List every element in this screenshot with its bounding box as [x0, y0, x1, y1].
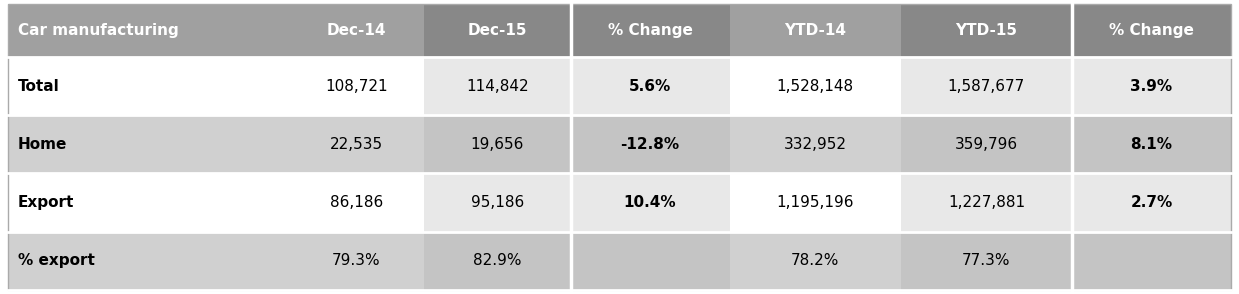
Text: 10.4%: 10.4%	[623, 195, 676, 210]
Text: YTD-14: YTD-14	[784, 23, 846, 38]
Text: Dec-15: Dec-15	[467, 23, 527, 38]
Text: 86,186: 86,186	[330, 195, 383, 210]
Text: Car manufacturing: Car manufacturing	[19, 23, 178, 38]
Text: Dec-14: Dec-14	[327, 23, 387, 38]
Bar	[7, 57, 289, 115]
Bar	[289, 173, 424, 232]
Text: 8.1%: 8.1%	[1130, 137, 1172, 152]
Bar	[1072, 115, 1232, 173]
Bar	[7, 4, 289, 57]
Bar	[1072, 4, 1232, 57]
Text: 359,796: 359,796	[955, 137, 1018, 152]
Text: 79.3%: 79.3%	[332, 253, 380, 268]
Bar	[7, 115, 289, 173]
Text: 1,227,881: 1,227,881	[948, 195, 1025, 210]
Bar	[730, 4, 901, 57]
Text: 3.9%: 3.9%	[1130, 78, 1172, 93]
Text: 19,656: 19,656	[471, 137, 524, 152]
Text: Total: Total	[19, 78, 59, 93]
Text: 2.7%: 2.7%	[1130, 195, 1172, 210]
Bar	[1072, 57, 1232, 115]
Bar	[424, 232, 571, 290]
Text: -12.8%: -12.8%	[621, 137, 680, 152]
Text: 77.3%: 77.3%	[963, 253, 1011, 268]
Text: 22,535: 22,535	[330, 137, 383, 152]
Bar	[571, 57, 730, 115]
Text: 95,186: 95,186	[471, 195, 524, 210]
Text: 332,952: 332,952	[784, 137, 846, 152]
Text: YTD-15: YTD-15	[955, 23, 1017, 38]
Bar	[7, 232, 289, 290]
Bar	[424, 57, 571, 115]
Bar	[289, 57, 424, 115]
Text: 1,587,677: 1,587,677	[948, 78, 1025, 93]
Bar	[901, 57, 1072, 115]
Bar	[730, 115, 901, 173]
Bar	[571, 232, 730, 290]
Bar	[901, 115, 1072, 173]
Text: Export: Export	[19, 195, 74, 210]
Bar	[571, 173, 730, 232]
Text: 1,528,148: 1,528,148	[777, 78, 854, 93]
Text: % export: % export	[19, 253, 95, 268]
Text: Home: Home	[19, 137, 67, 152]
Bar	[289, 115, 424, 173]
Text: 1,195,196: 1,195,196	[777, 195, 854, 210]
Bar	[571, 4, 730, 57]
Bar	[1072, 232, 1232, 290]
Bar	[1072, 173, 1232, 232]
Text: 78.2%: 78.2%	[790, 253, 839, 268]
Text: 114,842: 114,842	[466, 78, 529, 93]
Bar	[730, 57, 901, 115]
Bar	[424, 4, 571, 57]
Bar	[424, 173, 571, 232]
Bar	[424, 115, 571, 173]
Text: % Change: % Change	[607, 23, 693, 38]
Text: 82.9%: 82.9%	[473, 253, 522, 268]
Bar	[571, 115, 730, 173]
Bar	[730, 173, 901, 232]
Text: 5.6%: 5.6%	[629, 78, 672, 93]
Bar	[901, 4, 1072, 57]
Bar	[289, 4, 424, 57]
Text: % Change: % Change	[1109, 23, 1194, 38]
Bar	[730, 232, 901, 290]
Text: 108,721: 108,721	[326, 78, 388, 93]
Bar	[901, 173, 1072, 232]
Bar	[289, 232, 424, 290]
Bar	[7, 173, 289, 232]
Bar	[901, 232, 1072, 290]
